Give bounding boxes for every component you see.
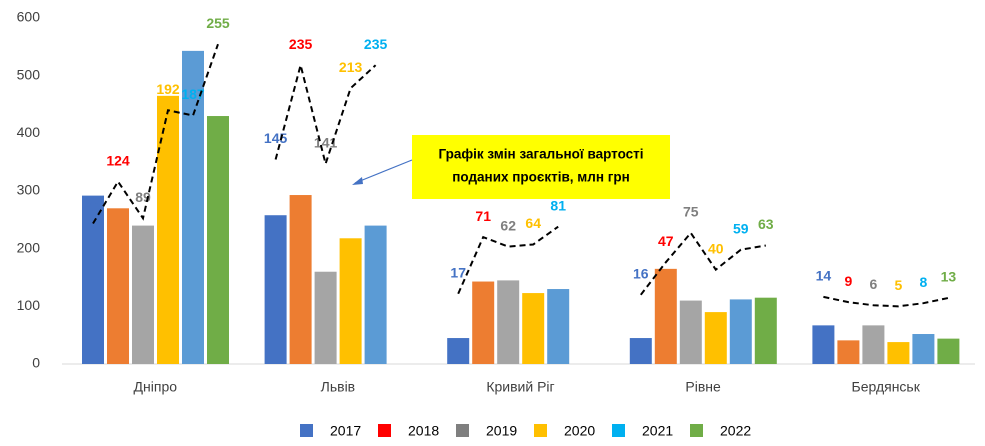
- bar: [729, 299, 752, 364]
- y-tick-label: 500: [17, 66, 41, 82]
- cost-label: 47: [658, 233, 674, 249]
- bar: [82, 195, 104, 364]
- bar: [157, 95, 179, 364]
- cost-label: 141: [314, 134, 338, 150]
- cost-label: 63: [758, 216, 774, 232]
- cost-label: 16: [633, 266, 649, 282]
- x-tick-label: Кривий Ріг: [486, 379, 554, 395]
- legend-swatch: [690, 424, 703, 437]
- arrow-head: [352, 177, 363, 185]
- bar: [912, 334, 935, 364]
- x-tick-label: Львів: [321, 379, 355, 395]
- cost-label: 145: [264, 130, 288, 146]
- bar: [207, 116, 229, 365]
- legend-swatch: [456, 424, 469, 437]
- cost-line: [274, 61, 377, 168]
- bar: [654, 268, 677, 364]
- cost-line: [457, 225, 559, 295]
- bar: [472, 281, 495, 364]
- cost-label: 192: [156, 81, 180, 97]
- legend-swatch: [378, 424, 391, 437]
- legend-swatch: [612, 424, 625, 437]
- legend-swatch: [300, 424, 313, 437]
- annotation-box: [412, 135, 670, 199]
- bar: [547, 289, 570, 364]
- cost-label: 235: [364, 36, 388, 52]
- bar: [107, 208, 129, 364]
- bar: [629, 338, 652, 364]
- cost-label: 187: [181, 86, 205, 102]
- x-tick-label: Дніпро: [134, 379, 178, 395]
- cost-label: 213: [339, 59, 363, 75]
- annotation-arrow: [354, 159, 413, 184]
- x-tick-label: Бердянськ: [852, 379, 921, 395]
- bar: [289, 195, 312, 364]
- legend-label: 2018: [408, 423, 439, 439]
- bar: [522, 293, 545, 364]
- legend-label: 2017: [330, 423, 361, 439]
- cost-label: 6: [870, 276, 878, 292]
- annotation-line: Графік змін загальної вартості: [438, 147, 643, 162]
- bar: [679, 300, 702, 364]
- legend-label: 2020: [564, 423, 595, 439]
- cost-label: 8: [920, 274, 928, 290]
- cost-line: [92, 43, 219, 225]
- bar: [704, 312, 727, 364]
- bar: [497, 280, 520, 364]
- annotation-line: поданих проєктів, млн грн: [452, 170, 630, 185]
- cost-line: [823, 295, 949, 308]
- legend-label: 2021: [642, 423, 673, 439]
- bar: [264, 215, 287, 364]
- cost-label: 64: [525, 215, 541, 231]
- bar: [937, 338, 960, 364]
- legend-swatch: [534, 424, 547, 437]
- cost-label: 71: [475, 208, 491, 224]
- bar: [887, 342, 910, 364]
- bar: [132, 225, 154, 364]
- y-tick-label: 200: [17, 239, 41, 255]
- y-tick-label: 400: [17, 124, 41, 140]
- legend-label: 2019: [486, 423, 517, 439]
- bar: [862, 325, 885, 364]
- legend-label: 2022: [720, 423, 751, 439]
- y-tick-label: 600: [17, 9, 41, 25]
- x-tick-label: Рівне: [685, 379, 721, 395]
- cost-label: 84: [85, 194, 101, 210]
- cost-label: 235: [289, 36, 313, 52]
- bar: [339, 238, 362, 364]
- y-tick-label: 0: [32, 355, 40, 371]
- cost-label: 17: [450, 264, 466, 280]
- cost-label: 124: [106, 152, 130, 168]
- cost-label: 59: [733, 220, 749, 236]
- cost-label: 13: [941, 269, 957, 285]
- y-tick-label: 300: [17, 182, 41, 198]
- cost-label: 255: [206, 15, 230, 31]
- cost-label: 9: [845, 273, 853, 289]
- bar: [837, 340, 860, 364]
- bar: [812, 325, 835, 364]
- cost-label: 62: [500, 217, 516, 233]
- bar: [447, 338, 470, 364]
- bar: [754, 297, 777, 364]
- bar: [314, 271, 337, 364]
- bar: [182, 50, 204, 365]
- y-tick-label: 100: [17, 297, 41, 313]
- cost-line: [640, 231, 766, 296]
- cost-label: 75: [683, 204, 699, 220]
- cost-label: 5: [895, 277, 903, 293]
- cost-label: 14: [816, 268, 832, 284]
- bar: [364, 225, 387, 364]
- cost-label: 40: [708, 240, 724, 256]
- cost-label: 81: [550, 197, 566, 213]
